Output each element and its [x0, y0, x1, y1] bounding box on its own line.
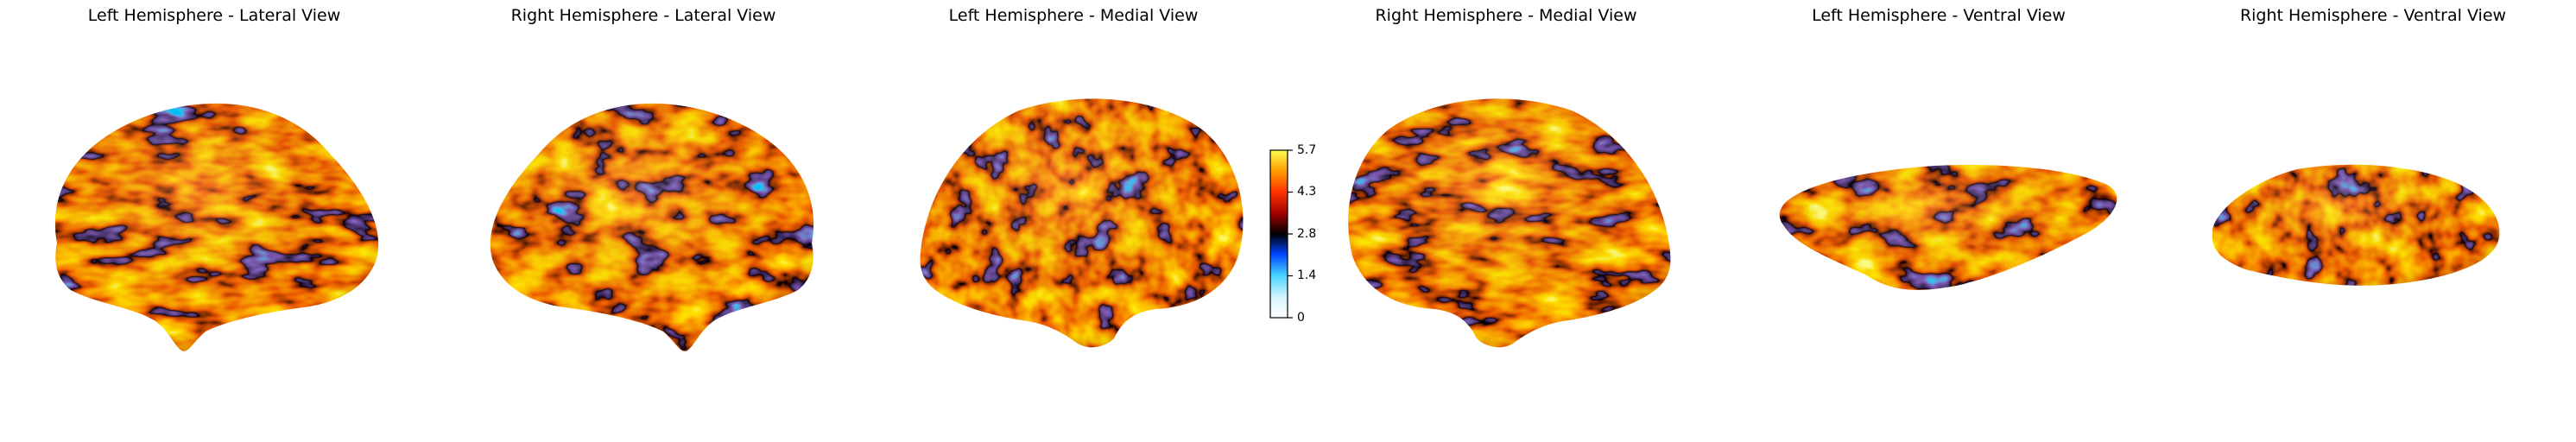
brain-rh-lateral [490, 103, 814, 351]
brain-lh-medial [920, 98, 1244, 348]
colorbar-tick-label: 4.3 [1297, 185, 1317, 199]
colorbar-tick-label: 1.4 [1297, 268, 1317, 282]
colorbar [1269, 149, 1293, 319]
panel-title-lh-lateral: Left Hemisphere - Lateral View [87, 6, 341, 25]
brain-rh-ventral [2212, 164, 2500, 286]
colorbar-gradient [1270, 150, 1288, 318]
brain-lh-lateral [54, 103, 379, 351]
panel-title-rh-medial: Right Hemisphere - Medial View [1375, 6, 1637, 25]
colorbar-tick-label: 2.8 [1297, 227, 1317, 241]
panel-title-lh-medial: Left Hemisphere - Medial View [948, 6, 1199, 25]
brain-rh-medial [1348, 98, 1671, 348]
panel-title-rh-ventral: Right Hemisphere - Ventral View [2239, 6, 2507, 25]
panel-title-rh-lateral: Right Hemisphere - Lateral View [510, 6, 776, 25]
colorbar-tick-label: 0 [1297, 311, 1305, 325]
brain-lh-ventral [1779, 164, 2117, 290]
colorbar-tick-label: 5.7 [1297, 143, 1317, 157]
panel-title-lh-ventral: Left Hemisphere - Ventral View [1812, 6, 2066, 25]
